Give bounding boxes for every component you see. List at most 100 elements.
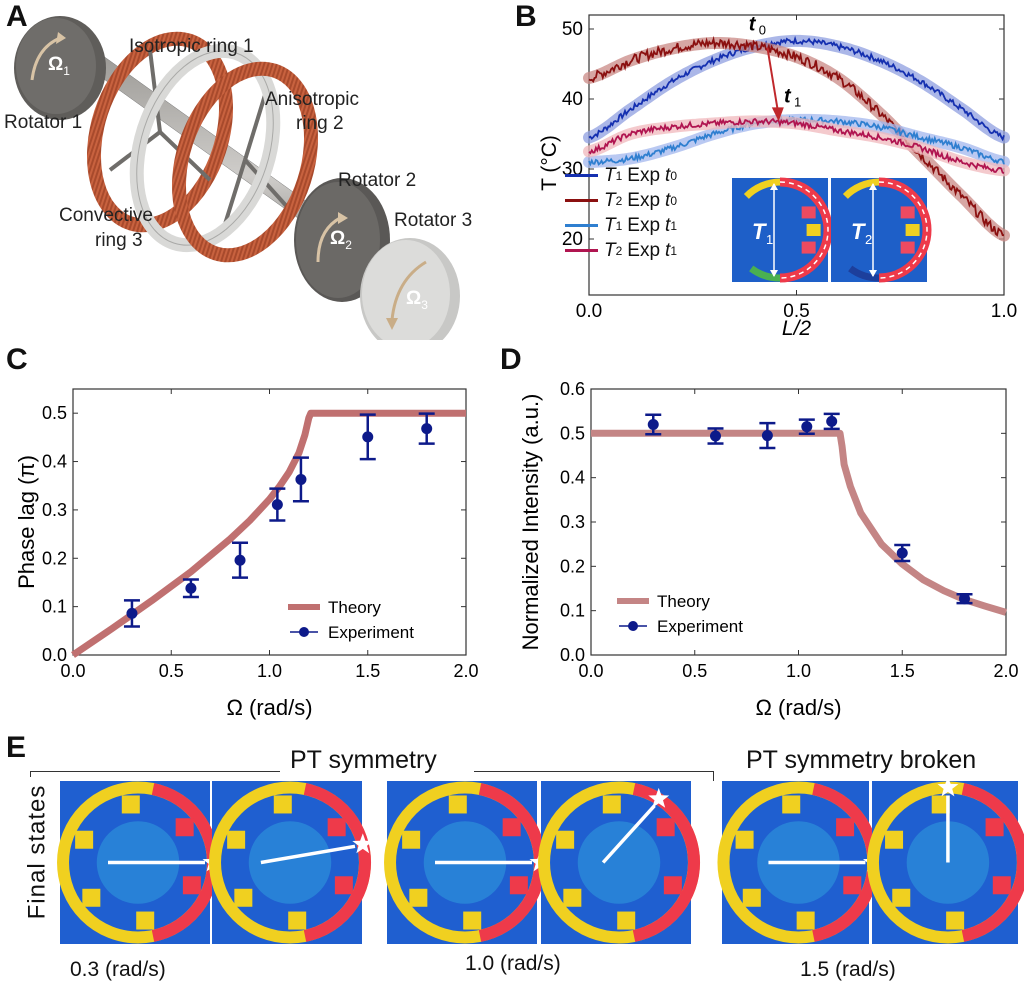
y-tick-label: 0.2: [42, 548, 67, 568]
spoke-block: [617, 911, 636, 930]
chart-b-legend: T 1 Exp t 0 T 2 Exp t 0 T 1 Exp t 1 T 2 Exp t 1: [565, 163, 677, 263]
legend-swatch: [565, 174, 598, 177]
x-tick-label: 1.5: [890, 661, 915, 681]
spoke-block: [334, 876, 353, 895]
legend-time: t: [665, 189, 671, 211]
warm-arc: [842, 178, 880, 199]
thermal-image-3: [384, 781, 551, 944]
x-tick-label: 0.0: [576, 301, 602, 322]
legend-time-sub: 1: [670, 218, 678, 233]
experiment-point: [185, 582, 197, 594]
rotation-arrow-3: [390, 260, 427, 321]
legend-symbol: T: [604, 214, 616, 236]
y-tick-label: 0.0: [42, 645, 67, 665]
y-axis-label: Phase lag (π): [14, 455, 39, 589]
experiment-point: [647, 418, 659, 430]
label-rotator-1: Rotator 1: [4, 112, 83, 133]
spoke-hotspot: [905, 224, 920, 236]
legend-time: t: [665, 214, 671, 236]
cool-arc: [749, 265, 781, 282]
label-convective: Convective: [59, 205, 153, 226]
theory-curve: [71, 409, 466, 658]
panel-e: Final states PT symmetry PT symmetry bro…: [0, 730, 1024, 985]
x-axis-label: Ω (rad/s): [755, 695, 841, 720]
cool-arc: [848, 265, 880, 282]
x-tick-label: 1.0: [786, 661, 811, 681]
inset-label-sub: 1: [766, 232, 773, 247]
chart-d: 0.0 0.5 1.0 1.5 2.0 0.0 0.1 0.2 0.3 0.4 0.5 0.6 Norm…: [518, 379, 1019, 720]
label-ring-3: ring 3: [95, 230, 143, 251]
arrow-head-top: [770, 183, 778, 190]
rotation-arrow-2: [316, 216, 341, 263]
legend-exp: Exp: [627, 164, 661, 186]
chart-c: 0.0 0.5 1.0 1.5 2.0 0.0 0.1 0.2 0.3 0.4 0.5 Phase l…: [14, 388, 479, 720]
rotation-arrow-1: [30, 36, 61, 81]
thermal-image-1: [57, 781, 224, 944]
spoke-block: [227, 830, 246, 849]
experiment-point: [234, 554, 246, 566]
y-tick-label: 0.3: [42, 500, 67, 520]
spoke-block: [563, 888, 582, 907]
y-tick-label: 0.5: [42, 403, 67, 423]
spoke-block: [656, 818, 675, 837]
x-axis-label: Ω (rad/s): [226, 695, 312, 720]
hub: [248, 821, 332, 904]
label-rotator-2: Rotator 2: [338, 170, 417, 191]
panel-letter-c: C: [6, 343, 28, 376]
spoke-block: [931, 795, 950, 814]
star-icon: [352, 833, 374, 854]
panel-a-schematic: Isotropic ring 1 Anisotropic ring 2 Rota…: [0, 0, 515, 354]
legend-swatch: [565, 224, 598, 227]
legend-symbol: T: [604, 189, 616, 211]
panel-letter-e: E: [6, 731, 27, 764]
pt-symmetry-heading: PT symmetry: [290, 746, 437, 774]
legend-exp: Exp: [627, 239, 661, 261]
spoke-block: [663, 876, 682, 895]
time-arrow-head: [771, 107, 784, 122]
legend-swatch: [565, 249, 598, 252]
y-tick-label: 0.4: [42, 452, 67, 472]
legend-entry: T 2 Exp t 1: [565, 238, 677, 263]
thermal-image-4: [538, 781, 700, 944]
legend-exp: Exp: [627, 189, 661, 211]
spoke-block: [735, 830, 754, 849]
annotation-t1-sub: 1: [794, 95, 801, 110]
x-tick-label: 0.5: [682, 661, 707, 681]
x-tick-label: 2.0: [993, 661, 1018, 681]
spoke-block: [136, 911, 155, 930]
measurement-path: [779, 181, 829, 279]
spoke-block: [843, 876, 862, 895]
experiment-point: [295, 473, 307, 485]
x-tick-label: 1.5: [355, 661, 380, 681]
spoke-hotspot: [806, 224, 821, 236]
x-tick-label: 0.5: [159, 661, 184, 681]
omega-1-label: Ω1: [48, 54, 70, 78]
x-tick-label: 0.0: [578, 661, 603, 681]
device-illustration: [14, 16, 460, 354]
legend-experiment-label: Experiment: [657, 617, 743, 636]
label-isotropic-ring: Isotropic ring 1: [129, 36, 254, 57]
hot-ring-segment: [303, 783, 371, 942]
legend-theory-label: Theory: [657, 592, 710, 611]
experiment-point: [761, 430, 773, 442]
spoke-block: [602, 795, 621, 814]
experiment-point: [896, 547, 908, 559]
legend-time-sub: 1: [670, 243, 678, 258]
y-tick-label: 50: [562, 19, 583, 40]
legend-theory-label: Theory: [328, 598, 381, 617]
y-tick-label: 0.3: [560, 512, 585, 532]
y-axis-label: Normalized Intensity (a.u.): [518, 394, 543, 651]
thermal-image-5: [717, 781, 884, 944]
legend-time: t: [665, 239, 671, 261]
spoke-hotspot: [801, 241, 816, 254]
legend-entry: T 1 Exp t 0: [565, 163, 677, 188]
star-icon: [648, 787, 670, 808]
spoke-block: [836, 818, 855, 837]
x-tick-label: 0.0: [60, 661, 85, 681]
x-tick-label: 2.0: [453, 661, 478, 681]
series-line-1: [588, 35, 1005, 237]
spoke-block: [175, 818, 194, 837]
spoke-hotspot: [900, 241, 915, 254]
caption-1-5: 1.5 (rad/s): [800, 958, 896, 981]
